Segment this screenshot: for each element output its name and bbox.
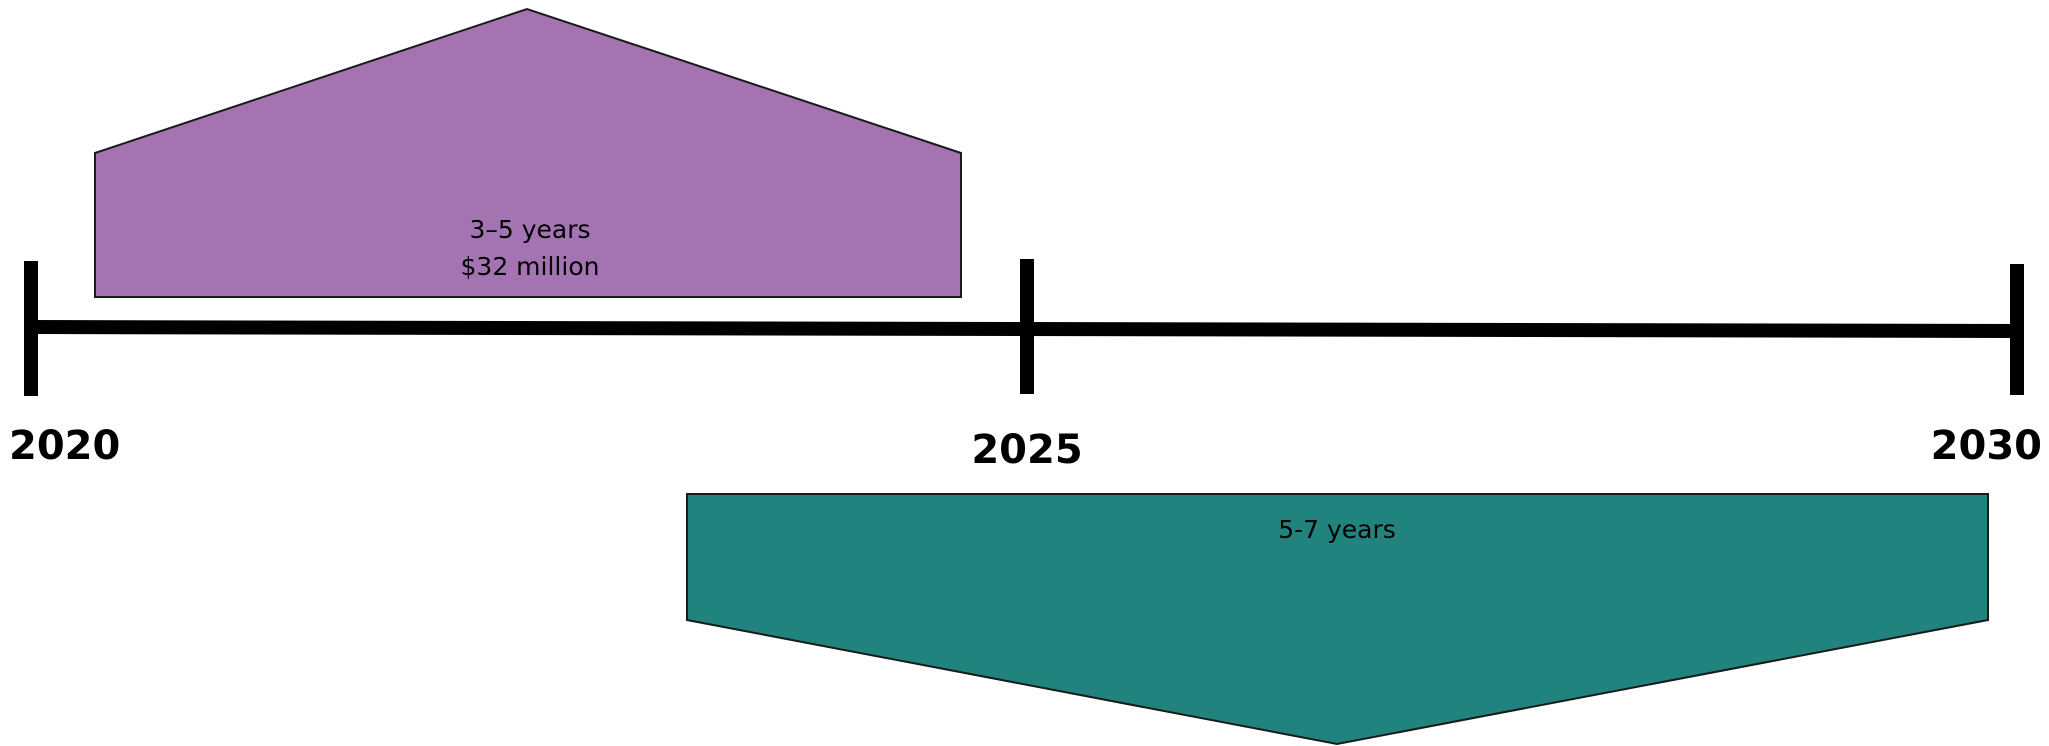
phase-1-cost-label: $32 million — [461, 252, 600, 281]
year-label-2020: 2020 — [9, 423, 120, 469]
year-label-2025: 2025 — [971, 427, 1082, 473]
year-label-2030: 2030 — [1931, 423, 2042, 469]
phase-2-duration-label: 5-7 years — [1278, 515, 1396, 544]
phase-1-block — [94, 7, 962, 298]
phase-1-duration-label: 3–5 years — [469, 215, 590, 244]
phase-2-block — [686, 493, 1989, 746]
